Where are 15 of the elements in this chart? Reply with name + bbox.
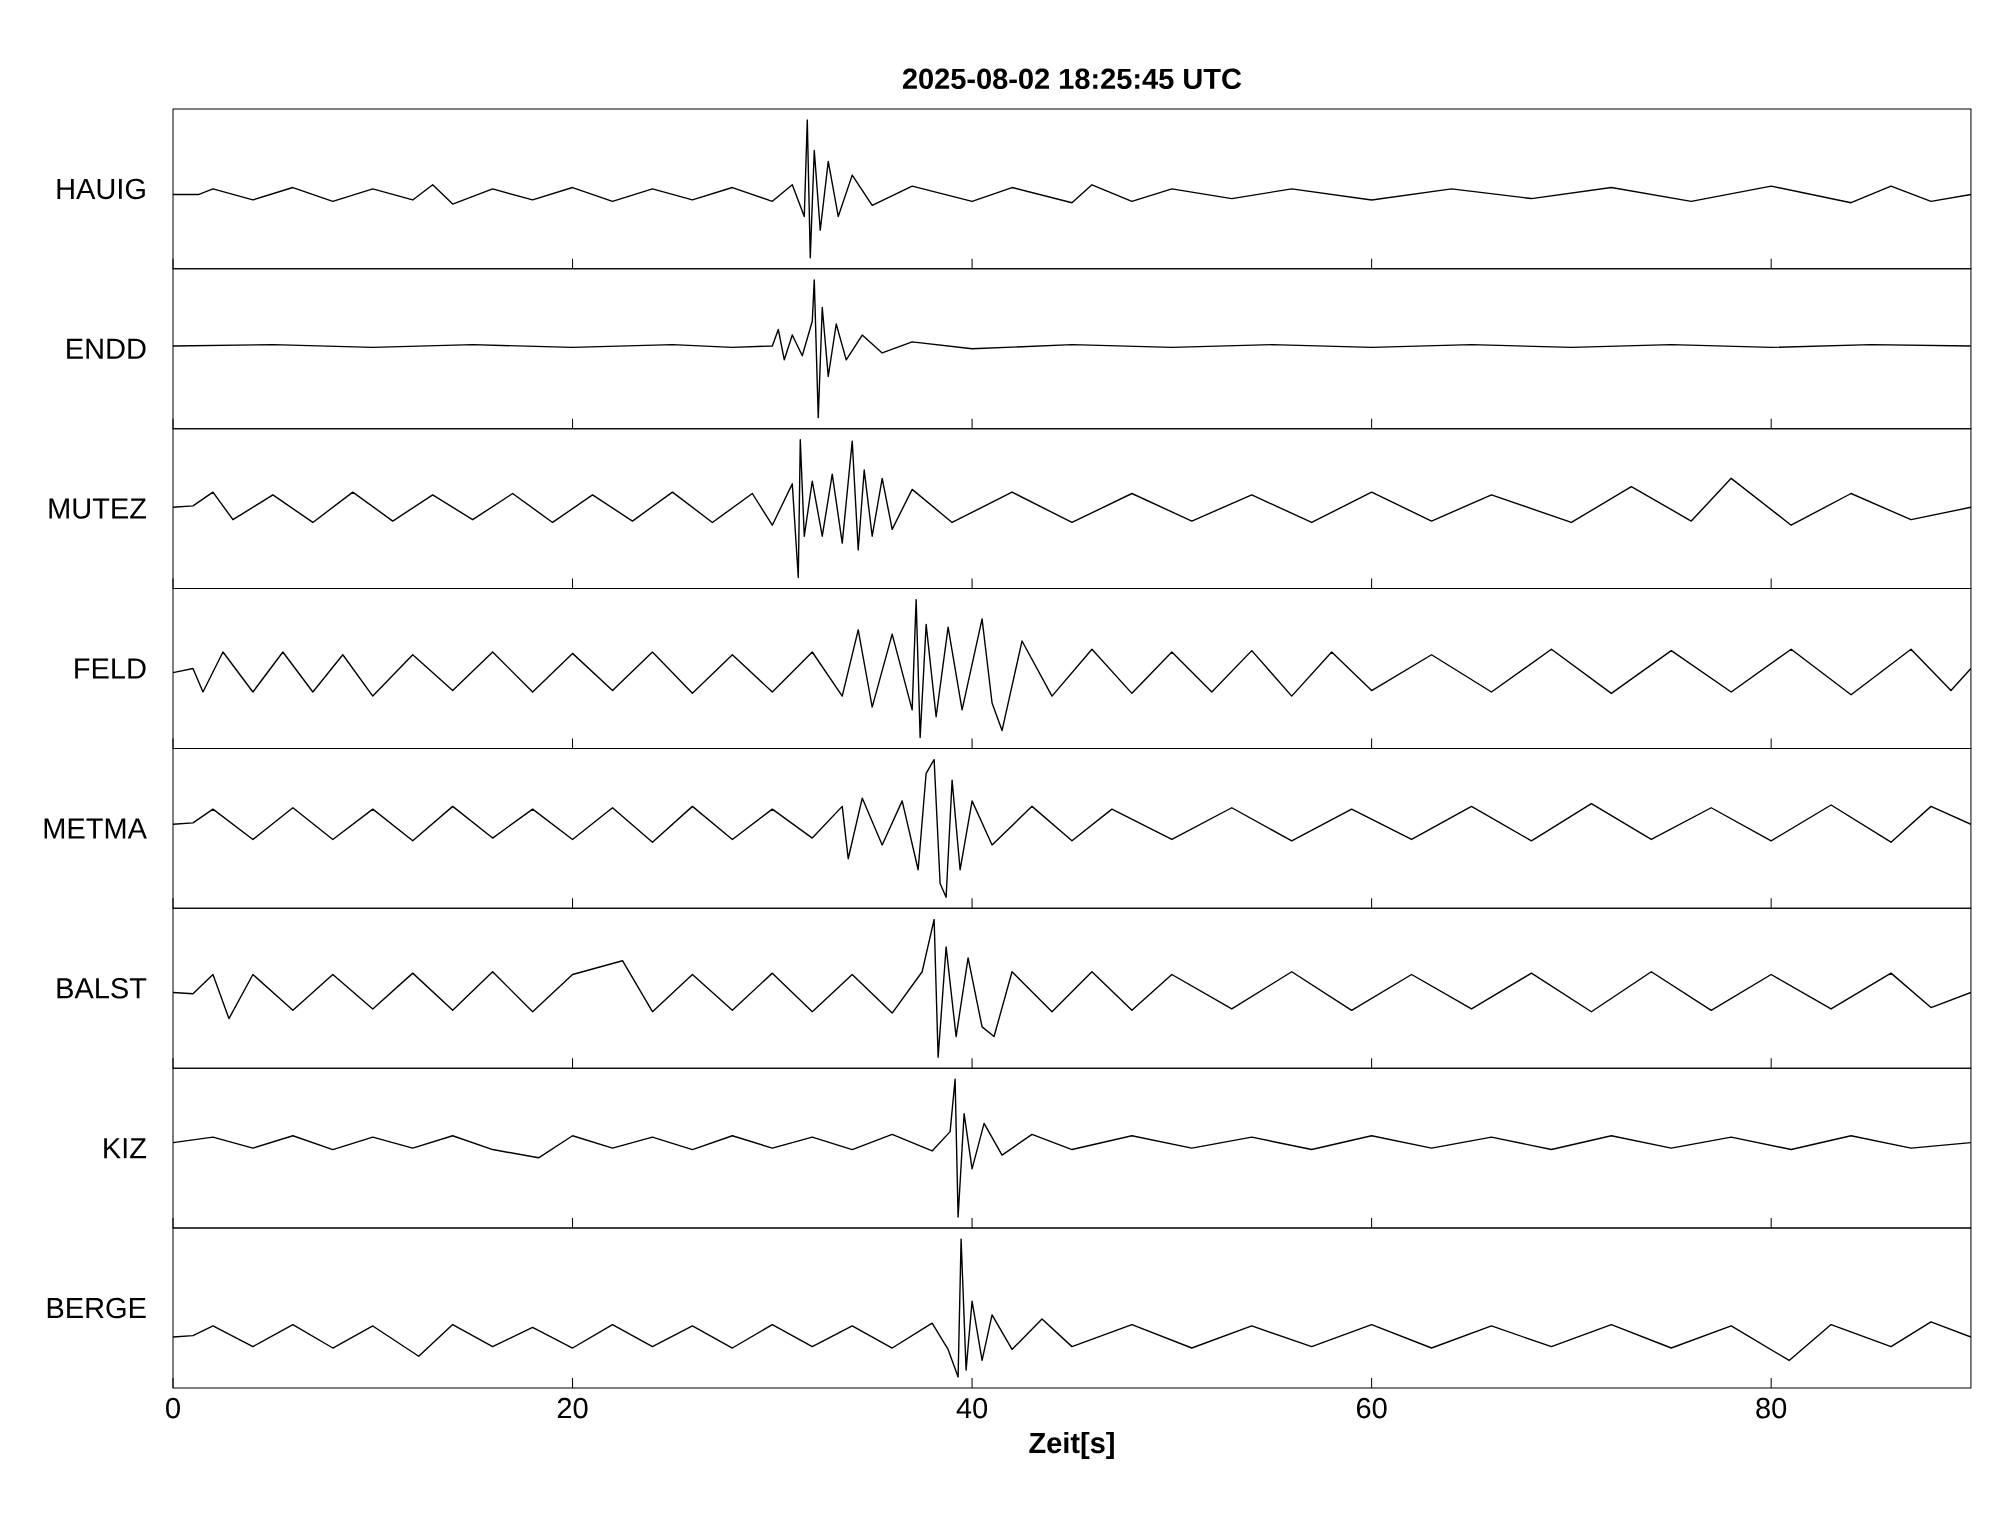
x-tick-label: 60 (1356, 1397, 1387, 1419)
x-tick-label: 20 (557, 1397, 588, 1419)
x-tick-label: 40 (956, 1397, 988, 1419)
y-axis-title: BERGE (47, 1297, 146, 1319)
y-axis-title: HAUIG (57, 178, 145, 200)
x-tick-label: 80 (1756, 1397, 1787, 1419)
y-axis-title: ENDD (67, 338, 146, 359)
x-tick-label: 0 (166, 1397, 180, 1419)
y-axis-title: BALST (57, 978, 147, 999)
x-axis-title: Zeit[s] (1029, 1431, 1114, 1459)
chart-title: 2025-08-02 18:25:45 UTC (902, 68, 1242, 90)
y-axis-title: MUTEZ (49, 498, 147, 519)
y-axis-title: KIZ (104, 1138, 147, 1159)
y-axis-title: METMA (44, 818, 147, 839)
y-axis-title: FELD (75, 658, 146, 679)
